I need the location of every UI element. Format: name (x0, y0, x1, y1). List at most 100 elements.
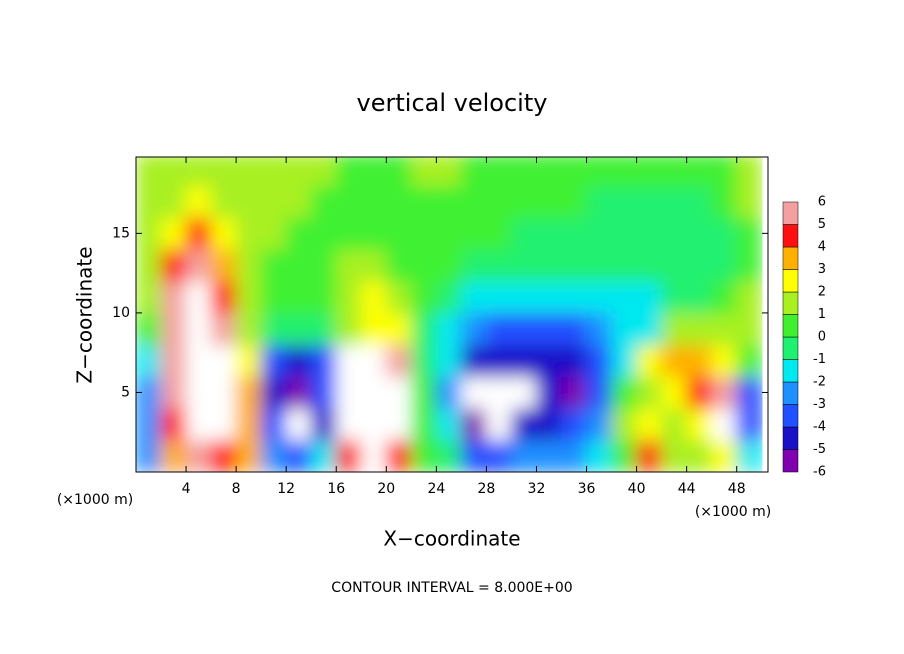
cell (561, 407, 588, 441)
cell (485, 344, 512, 378)
cell (611, 344, 638, 378)
x-tick-label: 40 (628, 481, 646, 497)
cell (586, 376, 613, 409)
cell (561, 216, 588, 250)
cell (510, 157, 537, 187)
colorbar-swatch (782, 381, 799, 405)
cell (736, 216, 763, 250)
cell (661, 157, 688, 187)
cell (435, 312, 462, 346)
cell (285, 376, 312, 409)
cell (485, 248, 512, 282)
cell (335, 216, 362, 250)
cell (260, 216, 287, 250)
cell (360, 157, 387, 187)
cell (136, 248, 162, 282)
colorbar-swatch (782, 336, 799, 360)
cell (561, 376, 588, 409)
cell (435, 216, 462, 250)
cell (661, 280, 688, 314)
cell (410, 157, 437, 187)
cell (711, 157, 738, 187)
cell (335, 248, 362, 282)
cell (235, 216, 262, 250)
cell (210, 376, 237, 409)
cell (260, 157, 287, 187)
cell (235, 312, 262, 346)
cell (160, 248, 187, 282)
colorbar-label: 6 (818, 195, 826, 210)
cell (460, 439, 487, 472)
cell (410, 280, 437, 314)
cell (235, 280, 262, 314)
colorbar-swatch (782, 246, 799, 270)
cell (160, 312, 187, 346)
cell (235, 248, 262, 282)
cell (385, 439, 412, 472)
y-tick-label: 10 (112, 305, 130, 321)
cell (410, 376, 437, 409)
cell (611, 248, 638, 282)
cell (435, 280, 462, 314)
cell (335, 344, 362, 378)
cell (510, 344, 537, 378)
cell (260, 248, 287, 282)
cell (460, 185, 487, 218)
colorbar-label: 1 (818, 307, 826, 322)
cell (385, 280, 412, 314)
cell (285, 216, 312, 250)
cell (260, 376, 287, 409)
cell (310, 407, 337, 441)
cell (485, 407, 512, 441)
cell (310, 248, 337, 282)
cell (360, 280, 387, 314)
cell (285, 248, 312, 282)
cell (736, 376, 763, 409)
x-tick-label: 24 (427, 481, 445, 497)
colorbar-label: 5 (818, 217, 826, 232)
cell (160, 376, 187, 409)
cell (661, 344, 688, 378)
cell (385, 157, 412, 187)
cell (136, 157, 162, 187)
cell (611, 185, 638, 218)
cell (586, 280, 613, 314)
cell (136, 407, 162, 441)
cell (285, 280, 312, 314)
cell (711, 216, 738, 250)
cell (360, 248, 387, 282)
cell (561, 312, 588, 346)
cell (460, 312, 487, 346)
cell (435, 248, 462, 282)
x-tick-label: 44 (678, 481, 696, 497)
cell (535, 185, 563, 218)
cell (611, 439, 638, 472)
cell (561, 248, 588, 282)
cell (736, 248, 763, 282)
cell (561, 185, 588, 218)
colorbar-label: -4 (813, 420, 826, 435)
colorbar-label: -6 (813, 465, 826, 480)
cell (510, 280, 537, 314)
y-unit: (×1000 m) (57, 492, 133, 508)
cell (460, 280, 487, 314)
cell (310, 312, 337, 346)
cell (335, 280, 362, 314)
cell (235, 185, 262, 218)
cell (360, 407, 387, 441)
cell (460, 407, 487, 441)
cell (510, 185, 537, 218)
x-tick-label: 4 (182, 481, 191, 497)
cell (460, 157, 487, 187)
cell (510, 216, 537, 250)
cell (235, 439, 262, 472)
cell (360, 439, 387, 472)
colorbar-swatch (782, 201, 799, 225)
cell (210, 216, 237, 250)
cell (435, 376, 462, 409)
cell (510, 407, 537, 441)
cell (210, 248, 237, 282)
cell (485, 157, 512, 187)
cell (586, 344, 613, 378)
cell (686, 344, 713, 378)
